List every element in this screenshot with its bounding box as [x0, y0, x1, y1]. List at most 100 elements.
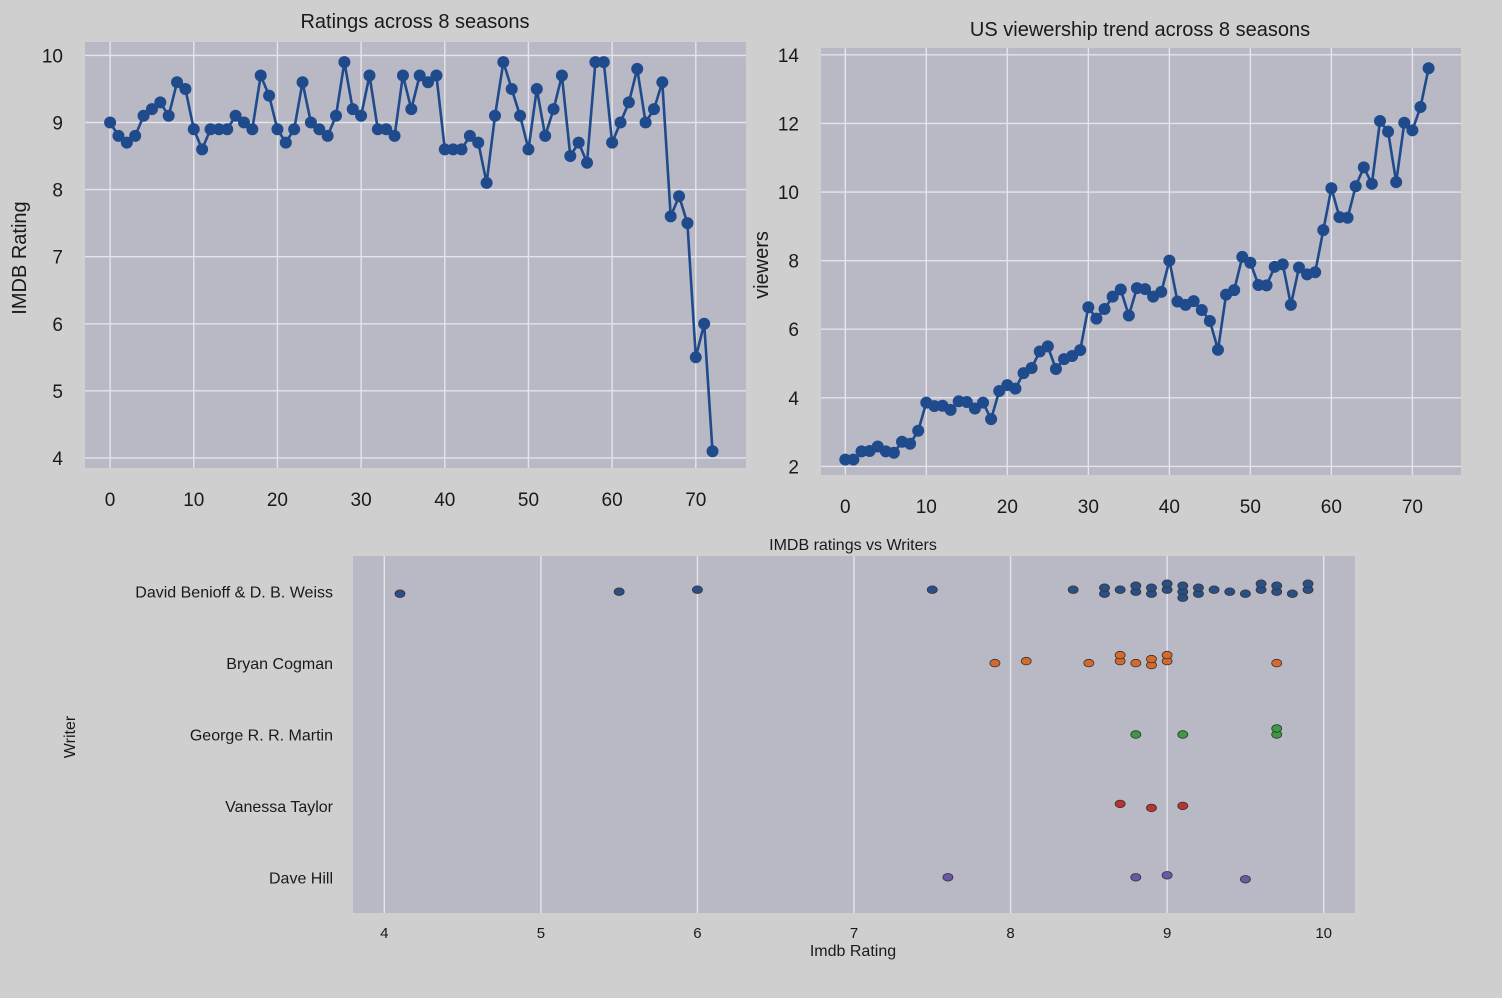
data-point	[497, 56, 510, 69]
ratings-grid	[85, 42, 746, 468]
data-point	[288, 123, 301, 136]
data-point	[447, 143, 460, 156]
data-point	[346, 103, 359, 116]
x-tick-label: 70	[1402, 497, 1423, 518]
data-point	[330, 109, 343, 122]
writer-point	[1302, 579, 1314, 588]
data-point	[639, 116, 652, 129]
writer-point	[1240, 875, 1251, 884]
data-point	[1139, 283, 1152, 296]
data-point	[196, 143, 209, 156]
writer-point	[1271, 581, 1283, 590]
viewership-chart: 0 10 20 30 40 50 60 70 2 4 6 8 10 12 14 US viewership …	[751, 19, 1461, 518]
data-point	[472, 136, 485, 149]
data-point	[120, 136, 133, 149]
data-point	[597, 56, 610, 69]
x-tick-label: 5	[537, 925, 545, 942]
x-tick-label: 40	[1159, 497, 1180, 518]
data-point	[212, 123, 225, 136]
writer-point	[1114, 650, 1126, 660]
data-point	[355, 109, 368, 122]
x-tick-label: 60	[602, 490, 623, 511]
writer-point	[926, 585, 938, 594]
y-tick-label: 10	[778, 183, 799, 204]
data-point	[572, 136, 585, 149]
x-tick-label: 20	[997, 497, 1018, 518]
writers-tick-labels: 4 5 6 7 8 9 10 David Benioff & D. B. Weiss Bryan…	[135, 585, 1332, 942]
y-tick-label: 8	[52, 181, 63, 202]
data-point	[581, 156, 594, 169]
writer-point	[1114, 799, 1126, 809]
data-point	[145, 103, 158, 116]
writer-point	[1177, 593, 1189, 602]
writers-chart: 4 5 6 7 8 9 10 David Benioff & D. B. Weiss Bryan…	[62, 537, 1355, 960]
data-point	[371, 123, 384, 136]
writer-label: Bryan Cogman	[226, 656, 333, 673]
y-tick-label: 5	[52, 382, 63, 403]
data-point	[539, 129, 552, 142]
data-point	[1414, 100, 1427, 113]
data-point	[363, 69, 376, 82]
y-tick-label: 2	[788, 457, 799, 478]
data-point	[1244, 256, 1257, 269]
data-point	[887, 446, 900, 459]
writer-point	[1286, 589, 1298, 598]
writer-point	[692, 585, 703, 594]
data-point	[313, 123, 326, 136]
data-point	[1398, 116, 1411, 129]
data-point	[1163, 254, 1176, 267]
data-point	[631, 62, 644, 75]
data-point	[263, 89, 276, 102]
writer-point	[394, 589, 406, 598]
data-point	[1382, 125, 1395, 138]
data-point	[1406, 124, 1419, 137]
data-point	[1155, 285, 1168, 298]
data-point	[1041, 340, 1054, 353]
writer-point	[1130, 873, 1142, 882]
data-point	[1098, 303, 1111, 316]
writer-label: David Benioff & D. B. Weiss	[135, 585, 333, 602]
writer-label: George R. R. Martin	[190, 728, 333, 745]
y-tick-label: 4	[52, 449, 63, 470]
data-point	[564, 150, 577, 163]
data-point	[912, 424, 925, 437]
data-point	[254, 69, 267, 82]
x-tick-label: 4	[380, 925, 388, 942]
data-point	[422, 76, 435, 89]
writer-point	[1193, 583, 1204, 592]
x-tick-label: 20	[267, 490, 288, 511]
x-tick-label: 40	[434, 490, 455, 511]
x-tick-label: 10	[183, 490, 204, 511]
data-point	[985, 413, 998, 426]
data-point	[681, 217, 694, 230]
data-point	[137, 109, 150, 122]
data-point	[977, 396, 990, 409]
data-point	[338, 56, 351, 69]
data-point	[396, 69, 409, 82]
ratings-chart: 0 10 20 30 40 50 60 70 4 5 6 7 8 9 10 Ratings across 8…	[9, 11, 746, 511]
data-point	[622, 96, 635, 109]
data-point	[1260, 279, 1273, 292]
data-point	[1390, 176, 1403, 189]
ratings-title: Ratings across 8 seasons	[300, 11, 529, 33]
x-tick-label: 0	[840, 497, 851, 518]
data-point	[279, 136, 292, 149]
data-point	[1187, 295, 1200, 308]
writers-y-axis-label: Writer	[62, 715, 79, 758]
writers-title: IMDB ratings vs Writers	[769, 537, 937, 554]
writer-point	[1020, 656, 1032, 666]
data-point	[430, 69, 443, 82]
writer-point	[1255, 579, 1267, 588]
ratings-series	[104, 56, 719, 458]
data-point	[647, 103, 660, 116]
data-point	[1114, 283, 1127, 296]
x-tick-label: 6	[693, 925, 701, 942]
data-point	[698, 317, 711, 330]
data-point	[514, 109, 527, 122]
data-point	[204, 123, 217, 136]
data-point	[522, 143, 535, 156]
data-point	[1341, 211, 1354, 224]
data-point	[221, 123, 234, 136]
x-tick-label: 10	[916, 497, 937, 518]
data-point	[547, 103, 560, 116]
